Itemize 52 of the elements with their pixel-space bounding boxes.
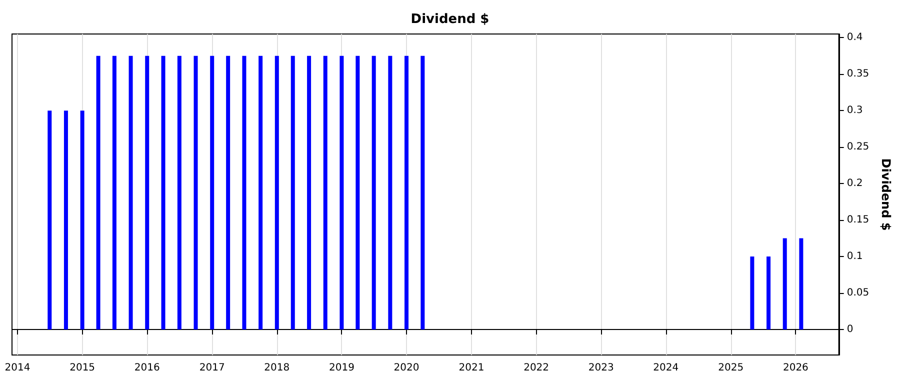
x-tick-label: 2023 bbox=[588, 362, 614, 374]
bar bbox=[194, 56, 198, 330]
bar bbox=[274, 56, 279, 330]
y-tick-label: 0.3 bbox=[846, 105, 863, 116]
bar bbox=[226, 56, 230, 330]
x-tick-label: 2024 bbox=[653, 362, 679, 374]
x-tick-label: 2018 bbox=[264, 362, 290, 374]
chart-title: Dividend $ bbox=[410, 12, 490, 27]
bar bbox=[48, 110, 52, 330]
bar bbox=[782, 238, 787, 330]
bar bbox=[177, 56, 182, 330]
bar bbox=[799, 238, 804, 330]
bar bbox=[372, 56, 376, 330]
bar bbox=[161, 56, 166, 330]
x-tick-label: 2020 bbox=[394, 362, 420, 374]
y-tick-label: 0.15 bbox=[846, 214, 870, 226]
y-tick-label: 0 bbox=[846, 324, 854, 335]
x-tick-label: 2026 bbox=[782, 362, 808, 374]
bar bbox=[323, 56, 328, 330]
y-tick-label: 0.2 bbox=[846, 178, 863, 190]
bar bbox=[80, 110, 84, 330]
y-tick-label: 0.05 bbox=[846, 287, 870, 298]
bar bbox=[307, 56, 312, 330]
bar bbox=[356, 56, 360, 330]
x-tick-label: 2015 bbox=[70, 362, 96, 374]
bar bbox=[64, 110, 68, 330]
x-tick-label: 2014 bbox=[4, 362, 30, 374]
bar bbox=[210, 56, 214, 330]
bar bbox=[112, 56, 116, 330]
y-tick-label: 0.25 bbox=[846, 142, 870, 153]
y-axis-title: Dividend $ bbox=[879, 158, 893, 231]
bar bbox=[128, 56, 133, 330]
y-tick-label: 0.1 bbox=[846, 251, 863, 262]
bar bbox=[145, 56, 150, 330]
x-tick-label: 2025 bbox=[718, 362, 744, 374]
bar bbox=[420, 56, 425, 330]
bar bbox=[404, 56, 409, 330]
bar bbox=[242, 56, 246, 330]
x-tick-label: 2022 bbox=[524, 362, 550, 374]
bar bbox=[258, 56, 263, 330]
bar bbox=[290, 56, 295, 330]
bar bbox=[340, 56, 344, 330]
x-tick-label: 2021 bbox=[458, 362, 484, 374]
bar bbox=[388, 56, 392, 330]
x-tick-label: 2016 bbox=[134, 362, 160, 374]
y-tick-label: 0.35 bbox=[846, 68, 870, 80]
bar bbox=[96, 56, 100, 330]
x-tick-label: 2017 bbox=[199, 362, 225, 374]
bar bbox=[750, 256, 754, 330]
bar bbox=[766, 256, 771, 330]
x-tick-label: 2019 bbox=[328, 362, 354, 374]
y-tick-label: 0.4 bbox=[846, 32, 863, 44]
